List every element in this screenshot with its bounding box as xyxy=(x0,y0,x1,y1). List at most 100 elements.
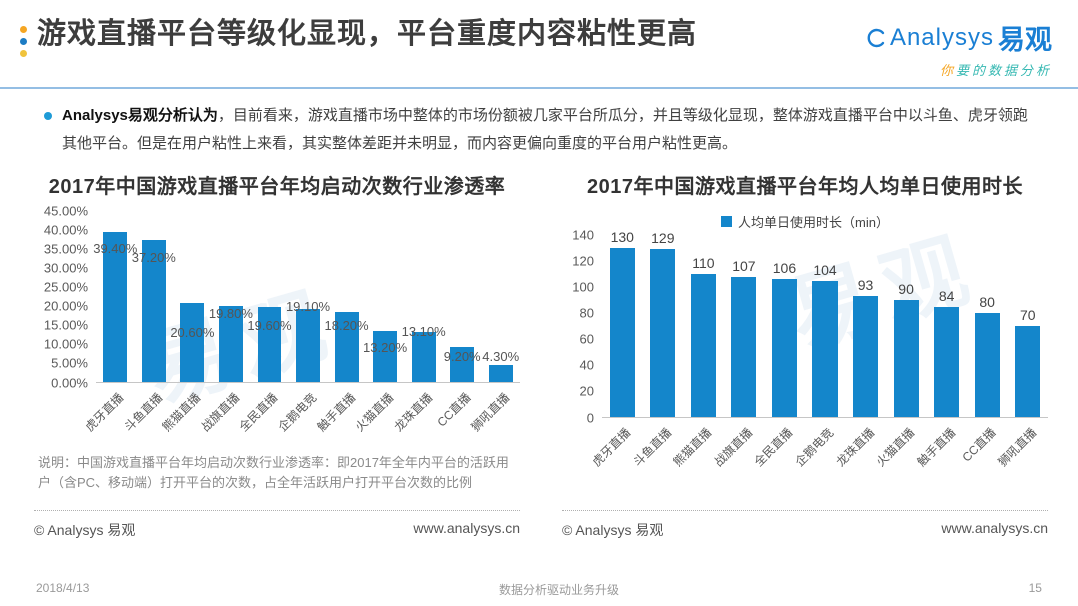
bar-熊猫直播: 20.60% xyxy=(170,211,215,382)
copyright-text: © Analysys 易观 xyxy=(34,521,136,538)
y-axis: 45.00% 40.00% 35.00% 30.00% 25.00% 20.00% 15.0… xyxy=(34,203,96,390)
y-tick-label: 60 xyxy=(579,331,594,347)
x-cell: 狮吼直播 xyxy=(468,383,520,449)
y-tick-label: 0.00% xyxy=(51,375,88,390)
data-label: 19.10% xyxy=(285,298,331,314)
summary-bullet-icon xyxy=(44,112,52,120)
bar-rect xyxy=(690,273,716,417)
bars-area: 39.40% 37.20% 20.60% 19.80% 19.60% 19.10% 18.2… xyxy=(93,211,520,383)
bar-CC直播: 9.20% xyxy=(443,211,482,382)
bar-rect xyxy=(180,303,205,382)
dot-orange-icon xyxy=(20,26,27,33)
data-label: 107 xyxy=(732,258,756,275)
bar-rect xyxy=(934,307,960,417)
data-label: 129 xyxy=(651,229,675,246)
data-label: 93 xyxy=(857,276,874,293)
y-axis: 140 120 100 80 60 40 20 0 xyxy=(562,227,602,425)
bar-rect xyxy=(650,248,676,417)
slide-footer: 2018/4/13 数据分析驱动业务升级 15 xyxy=(0,581,1078,598)
bar-熊猫直播: 110 xyxy=(683,235,724,417)
bar-虎牙直播: 39.40% xyxy=(93,211,137,382)
website-text: www.analysys.cn xyxy=(413,519,520,536)
bar-企鹅电竞: 104 xyxy=(805,235,846,417)
bar-rect xyxy=(488,365,513,382)
x-axis-labels: 虎牙直播 斗鱼直播 熊猫直播 战旗直播 全民直播 企鹅电竞 龙珠直播 火猫直播 触手直播 CC直播… xyxy=(590,418,1048,484)
dot-yellow-icon xyxy=(20,50,27,57)
x-axis-labels: 虎牙直播 斗鱼直播 熊猫直播 战旗直播 全民直播 企鹅电竞 触手直播 火猫直播 龙珠直播 CC直播… xyxy=(83,383,520,449)
y-tick-label: 40.00% xyxy=(43,222,88,238)
y-tick-label: 25.00% xyxy=(43,279,88,295)
x-cell: 狮吼直播 xyxy=(995,418,1048,484)
bar-rect xyxy=(609,247,635,417)
bar-全民直播: 106 xyxy=(764,235,805,417)
bar-斗鱼直播: 129 xyxy=(643,230,684,417)
summary-body: ，目前看来，游戏直播市场中整体的市场份额被几家平台所瓜分，并且等级化显现，整体游… xyxy=(62,107,1028,152)
bar-rect xyxy=(893,299,919,417)
bar-rect xyxy=(373,331,398,382)
bar-rect xyxy=(450,346,475,382)
y-tick-label: 80 xyxy=(579,305,594,321)
legend-swatch-icon xyxy=(721,216,733,227)
logo-tagline-first-char: 你 xyxy=(939,63,956,78)
logo-brand-text: Analysys xyxy=(889,23,994,51)
data-label: 13.10% xyxy=(401,323,446,339)
bar-全民直播: 19.60% xyxy=(247,211,292,382)
y-tick-label: 20.00% xyxy=(43,298,88,314)
bar-企鹅电竞: 19.10% xyxy=(285,211,331,382)
data-label: 9.20% xyxy=(443,348,481,364)
data-label: 4.30% xyxy=(482,349,520,365)
y-tick-label: 0 xyxy=(586,410,594,425)
bar-龙珠直播: 13.10% xyxy=(401,211,446,382)
chart-footer-row: © Analysys 易观 www.analysys.cn xyxy=(34,509,520,540)
bar-rect xyxy=(218,306,243,382)
data-label: 90 xyxy=(898,280,914,297)
bar-rect xyxy=(103,231,128,382)
bar-虎牙直播: 130 xyxy=(602,229,643,417)
bar-龙珠直播: 93 xyxy=(845,235,886,417)
data-label: 19.80% xyxy=(208,306,253,322)
y-tick-label: 40 xyxy=(579,357,594,373)
data-label: 106 xyxy=(772,259,797,276)
data-label: 104 xyxy=(813,262,837,279)
y-tick-label: 5.00% xyxy=(51,355,88,371)
y-tick-label: 35.00% xyxy=(43,241,88,257)
bar-战旗直播: 19.80% xyxy=(208,211,253,382)
bar-狮吼直播: 70 xyxy=(1007,235,1048,417)
x-axis-label: 虎牙直播 xyxy=(82,389,127,434)
data-label: 19.60% xyxy=(247,318,292,334)
dot-blue-icon xyxy=(20,38,27,45)
chart-panel-daily-usage: 易观 2017年中国游戏直播平台年均人均单日使用时长 人均单日使用时长（min）… xyxy=(562,170,1048,540)
chart-note: 说明：中国游戏直播平台年均启动次数行业渗透率：即2017年全年内平台的活跃用户（… xyxy=(38,454,509,491)
website-text: www.analysys.cn xyxy=(941,519,1048,536)
y-tick-label: 120 xyxy=(572,253,594,269)
bar-斗鱼直播: 37.20% xyxy=(131,211,176,382)
bar-火猫直播: 13.20% xyxy=(363,211,407,382)
data-label: 37.20% xyxy=(131,250,176,266)
data-label: 70 xyxy=(1019,306,1036,323)
y-tick-label: 15.00% xyxy=(43,317,88,333)
bar-rect xyxy=(411,331,436,382)
legend-label: 人均单日使用时长（min） xyxy=(738,215,889,230)
chart-panel-launch-penetration: 易观 2017年中国游戏直播平台年均启动次数行业渗透率 45.00%40.00%… xyxy=(34,170,520,540)
charts-row: 易观 2017年中国游戏直播平台年均启动次数行业渗透率 45.00%40.00%… xyxy=(0,162,1078,540)
data-label: 80 xyxy=(979,293,995,310)
bar-rect xyxy=(257,307,282,382)
bar-rect xyxy=(771,278,798,417)
logo-tagline: 你要的数据分析 xyxy=(864,60,1052,79)
bar-CC直播: 80 xyxy=(967,235,1008,417)
page-title: 游戏直播平台等级化显现，平台重度内容粘性更高 xyxy=(37,18,698,50)
bar-战旗直播: 107 xyxy=(724,235,765,417)
data-label: 84 xyxy=(938,288,955,305)
data-label: 130 xyxy=(610,228,634,245)
analysys-logo: Analysys 易观 你要的数据分析 xyxy=(864,18,1052,79)
bar-rect xyxy=(812,281,838,417)
data-label: 110 xyxy=(692,254,715,271)
summary-text: Analysys易观分析认为，目前看来，游戏直播市场中整体的市场份额被几家平台所… xyxy=(62,102,1040,158)
bar-狮吼直播: 4.30% xyxy=(481,211,520,382)
y-tick-label: 45.00% xyxy=(43,203,88,218)
header: 游戏直播平台等级化显现，平台重度内容粘性更高 Analysys 易观 你要的数据… xyxy=(0,0,1078,87)
data-label: 18.20% xyxy=(324,318,369,334)
bars-area: 130 129 110 107 106 104 93 90 84 80 70 xyxy=(602,229,1048,418)
title-bullet-dots xyxy=(20,26,27,57)
data-label: 20.60% xyxy=(170,325,215,341)
